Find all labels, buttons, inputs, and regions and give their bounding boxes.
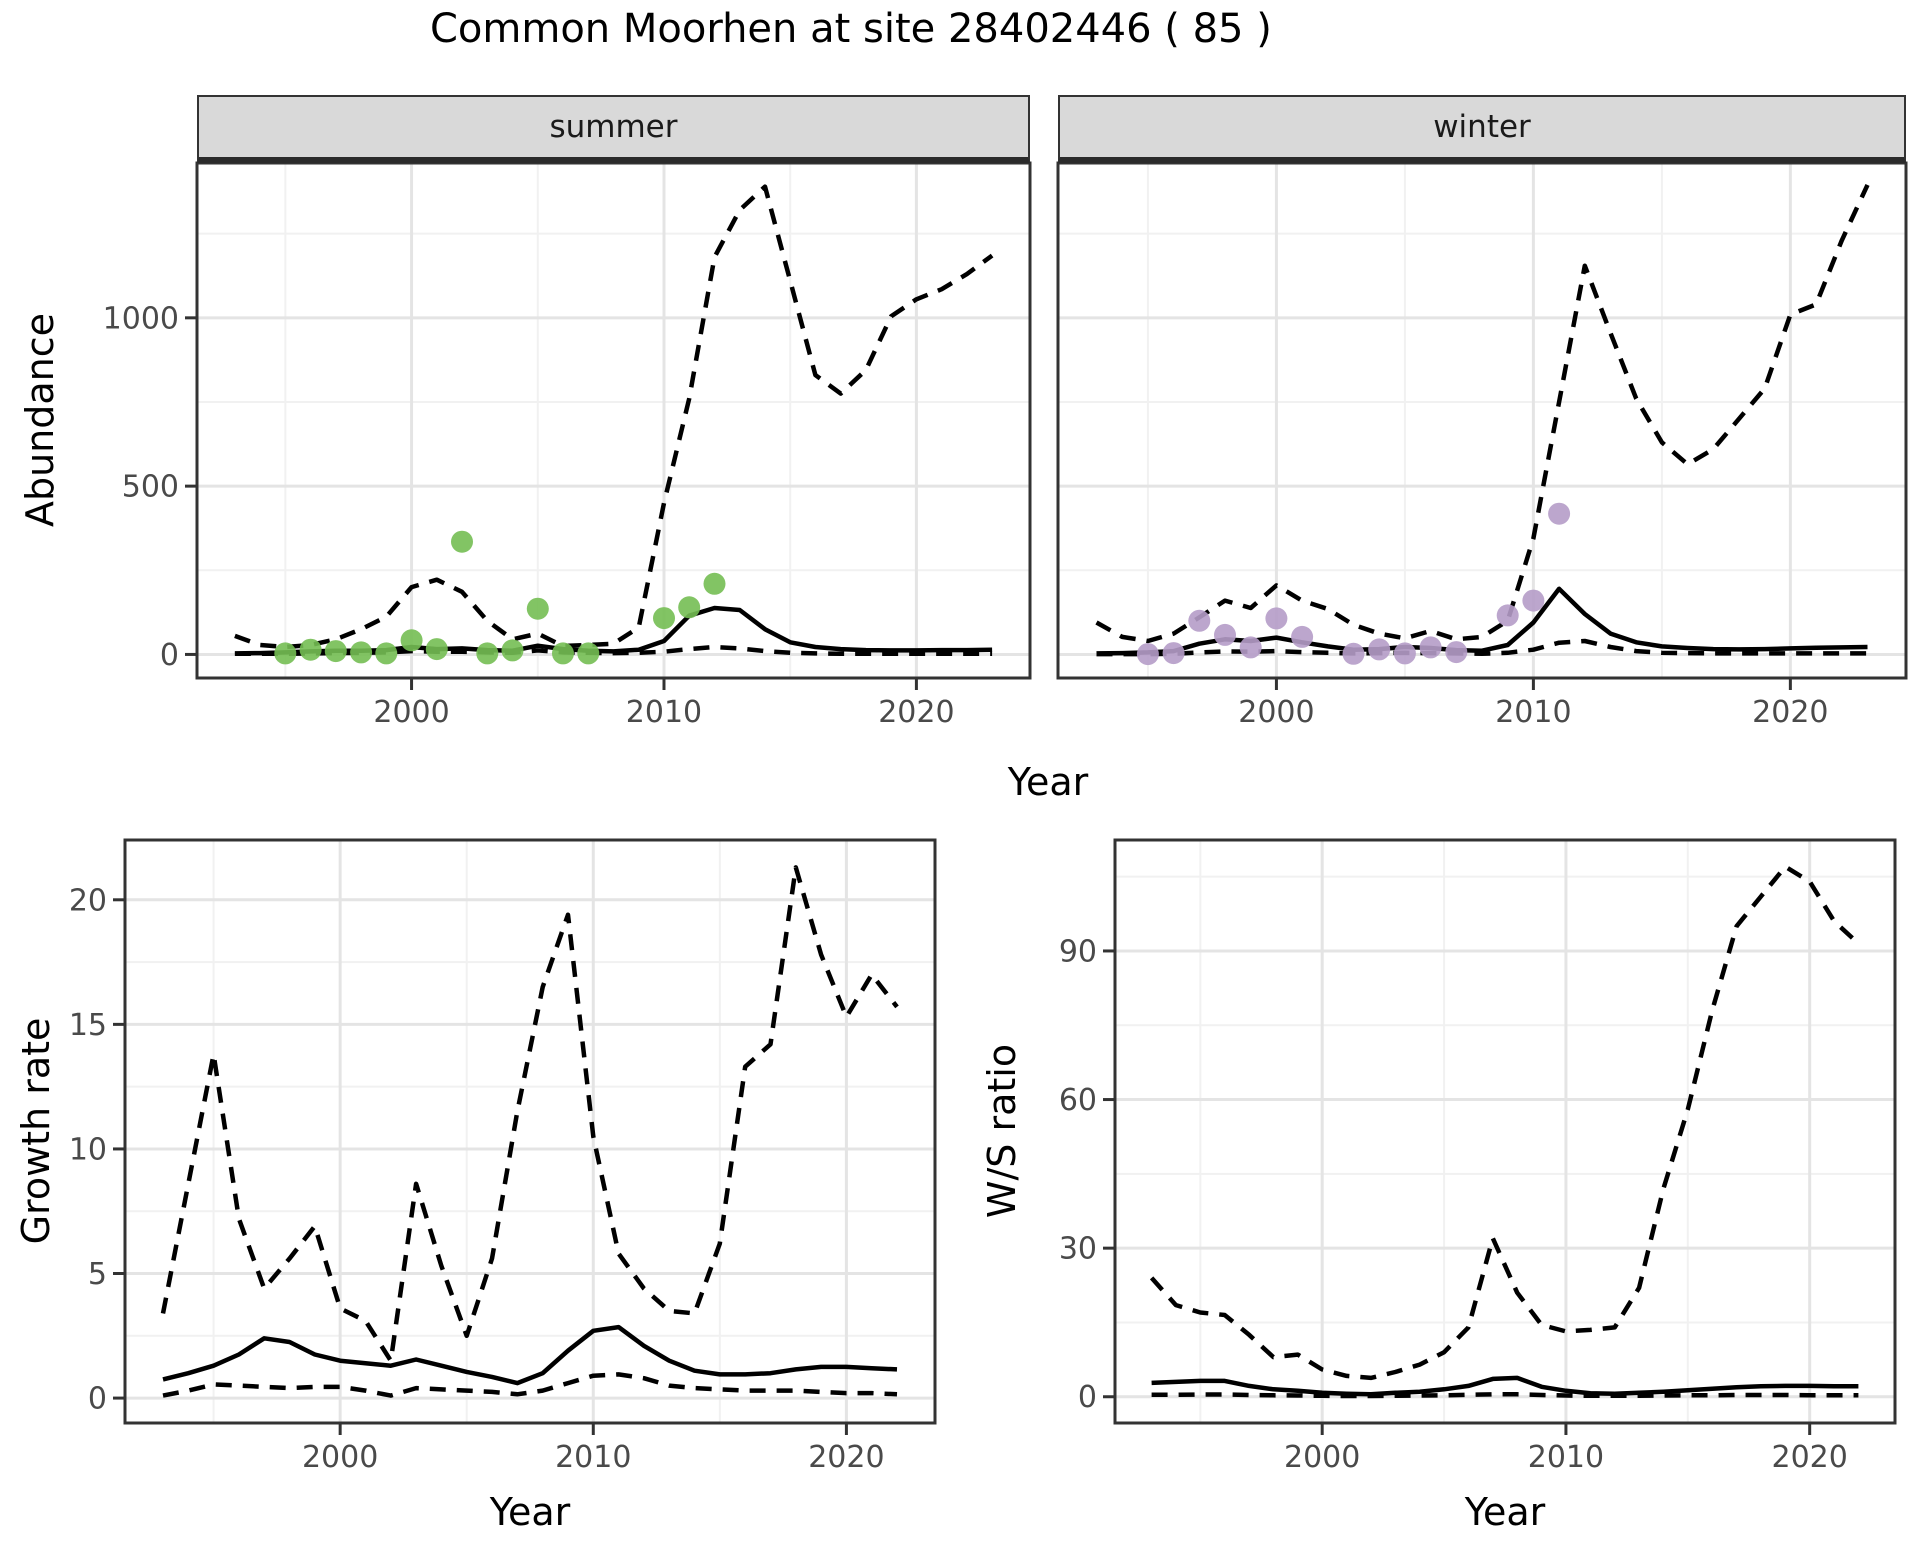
data-point xyxy=(1136,643,1159,666)
y-tick-label: 20 xyxy=(69,883,107,918)
data-point xyxy=(1522,589,1545,612)
gridlines xyxy=(1058,163,1906,678)
series-upper-95ci xyxy=(1095,183,1870,644)
x-tick-label: 2000 xyxy=(1284,1440,1360,1475)
x-tick-label: 2020 xyxy=(878,695,954,730)
data-point xyxy=(1368,638,1391,661)
y-axis-title-ws-ratio: W/S ratio xyxy=(980,1043,1024,1219)
series-upper-95ci xyxy=(160,865,899,1363)
series-lower-95ci xyxy=(162,1372,898,1398)
panel-abundance-summer: 2000 2010 2020 0 500 1000 xyxy=(103,161,1032,730)
x-axis-title-growth-rate: Year xyxy=(489,1490,571,1534)
data-point xyxy=(375,642,398,665)
x-tick-label: 2010 xyxy=(1495,695,1571,730)
winter-observations xyxy=(1136,502,1571,666)
panel-growth-rate: 2000 2010 2020 0 5 10 15 20 xyxy=(69,838,937,1475)
data-point xyxy=(451,530,473,553)
y-tick-label: 60 xyxy=(1059,1083,1097,1118)
data-point xyxy=(400,629,423,652)
data-point xyxy=(476,642,499,665)
panel-abundance-winter: 2000 2010 2020 xyxy=(1056,161,1908,730)
data-point xyxy=(501,639,524,662)
panel-ws-ratio: 2000 2010 2020 0 30 60 90 xyxy=(1059,838,1897,1475)
data-point xyxy=(1291,625,1314,648)
gridlines xyxy=(125,840,935,1423)
data-point xyxy=(577,642,600,665)
x-axis-title-top: Year xyxy=(1007,760,1089,804)
y-tick-label: 0 xyxy=(1078,1380,1097,1415)
axis-ticks-and-labels: 2000 2010 2020 xyxy=(1238,678,1829,730)
series-lower-95ci xyxy=(234,644,993,657)
x-tick-label: 2000 xyxy=(302,1440,378,1475)
data-point xyxy=(1265,607,1288,630)
x-axis-title-ws-ratio: Year xyxy=(1464,1490,1546,1534)
facet-strip-winter-label: winter xyxy=(1433,109,1531,145)
facet-strip-winter: winter xyxy=(1058,95,1906,163)
x-tick-label: 2020 xyxy=(1752,695,1828,730)
data-point xyxy=(1419,636,1442,659)
data-point xyxy=(1445,641,1468,664)
axis-ticks-and-labels: 2000 2010 2020 0 30 60 90 xyxy=(1059,934,1848,1475)
data-point xyxy=(653,607,675,630)
data-point xyxy=(1239,636,1262,659)
summer-observations xyxy=(274,530,726,665)
y-tick-label: 0 xyxy=(160,638,179,673)
data-point xyxy=(1496,604,1519,627)
axis-ticks-and-labels: 2000 2010 2020 0 5 10 15 20 xyxy=(69,883,885,1475)
data-point xyxy=(299,638,322,661)
y-tick-label: 0 xyxy=(88,1382,107,1417)
data-point xyxy=(678,596,701,619)
y-tick-label: 1000 xyxy=(103,301,179,336)
x-tick-label: 2020 xyxy=(808,1440,884,1475)
x-tick-label: 2000 xyxy=(373,695,449,730)
data-point xyxy=(552,642,574,665)
data-point xyxy=(526,597,549,620)
series-lower-95ci xyxy=(1151,1392,1859,1399)
data-point xyxy=(324,640,347,663)
data-point xyxy=(1342,642,1365,665)
series-fitted-median xyxy=(162,1324,898,1386)
y-tick-label: 15 xyxy=(69,1008,107,1043)
series-lower-95ci xyxy=(1096,638,1868,657)
y-tick-label: 30 xyxy=(1059,1232,1097,1267)
chart-title: Common Moorhen at site 28402446 ( 85 ) xyxy=(430,6,1272,52)
data-point xyxy=(1162,642,1185,665)
x-tick-label: 2000 xyxy=(1238,695,1314,730)
x-tick-label: 2010 xyxy=(1528,1440,1604,1475)
series-fitted-median xyxy=(1151,1375,1859,1397)
data-point xyxy=(1188,609,1211,632)
data-point xyxy=(1393,642,1416,665)
x-tick-label: 2010 xyxy=(555,1440,631,1475)
facet-strip-summer: summer xyxy=(197,95,1030,163)
facet-strip-summer-label: summer xyxy=(549,109,678,145)
x-tick-label: 2010 xyxy=(626,695,702,730)
axis-ticks-and-labels: 2000 2010 2020 0 500 1000 xyxy=(103,301,955,730)
y-axis-title-growth-rate: Growth rate xyxy=(14,1017,58,1245)
data-point xyxy=(1548,502,1571,525)
data-point xyxy=(274,642,297,665)
data-point xyxy=(350,641,373,664)
y-axis-title-abundance: Abundance xyxy=(18,312,62,528)
x-tick-label: 2020 xyxy=(1772,1440,1848,1475)
y-tick-label: 5 xyxy=(88,1257,107,1292)
series-upper-95ci xyxy=(1149,864,1860,1381)
y-tick-label: 10 xyxy=(69,1132,107,1167)
data-point xyxy=(425,638,448,661)
y-tick-label: 500 xyxy=(122,470,179,505)
y-tick-label: 90 xyxy=(1059,934,1097,969)
data-point xyxy=(703,572,726,595)
data-point xyxy=(1214,623,1236,646)
